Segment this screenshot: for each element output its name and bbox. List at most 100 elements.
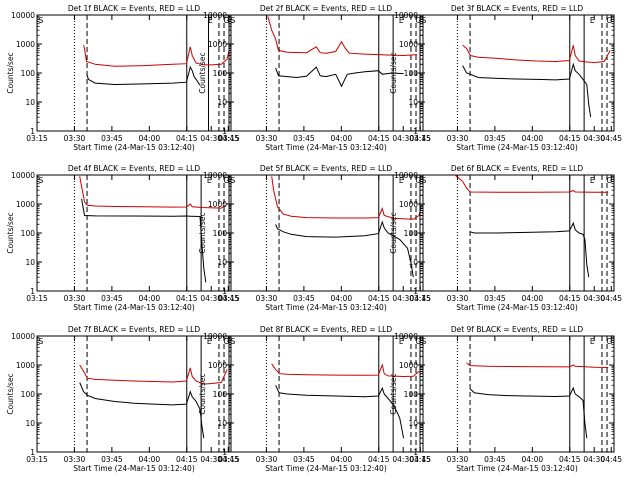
series-line-events xyxy=(275,66,404,88)
marker-letter: G xyxy=(606,16,612,25)
panel-title: Det 1f BLACK = Events, RED = LLD xyxy=(68,4,201,13)
x-axis-label: Start Time (24-Mar-15 03:12:40) xyxy=(73,464,195,473)
marker-letter: G xyxy=(415,337,421,346)
marker-letter: S xyxy=(421,16,426,25)
y-tick-label: 10 xyxy=(408,98,418,107)
x-tick-label: 04:45 xyxy=(217,134,239,143)
series-line-lld xyxy=(462,44,611,64)
x-tick-label: 03:15 xyxy=(26,455,48,464)
x-tick-label: 04:45 xyxy=(409,455,431,464)
x-tick-label: 03:45 xyxy=(293,134,315,143)
y-tick-label: 10 xyxy=(25,419,35,428)
series-line-lld xyxy=(466,362,609,368)
y-tick-label: 100 xyxy=(404,69,419,78)
x-tick-label: 04:30 xyxy=(392,455,414,464)
x-tick-label: 03:45 xyxy=(101,294,123,303)
series-line-events xyxy=(275,220,414,278)
x-tick-label: 03:15 xyxy=(218,294,240,303)
y-axis-label: Counts/sec xyxy=(6,212,15,253)
marker-letter: S xyxy=(230,16,235,25)
y-axis-label: Counts/sec xyxy=(389,52,398,93)
marker-letter: G xyxy=(415,16,421,25)
marker-letter: G xyxy=(606,337,612,346)
x-tick-label: 04:30 xyxy=(200,294,222,303)
marker-letter: S xyxy=(230,176,235,185)
series-line-lld xyxy=(271,363,420,378)
marker-letter: S xyxy=(421,337,426,346)
marker-letter: E xyxy=(208,16,213,25)
y-tick-label: 10 xyxy=(25,98,35,107)
x-tick-label: 03:30 xyxy=(256,455,278,464)
series-line-lld xyxy=(79,176,226,209)
marker-letter: G xyxy=(606,176,612,185)
marker-letter: E xyxy=(590,16,595,25)
y-tick-label: 1000 xyxy=(399,40,418,49)
y-axis-label: Counts/sec xyxy=(6,52,15,93)
x-tick-label: 04:00 xyxy=(522,134,544,143)
y-tick-label: 1 xyxy=(30,127,35,136)
y-axis-label: Counts/sec xyxy=(6,373,15,414)
y-tick-label: 100 xyxy=(21,229,36,238)
y-tick-label: 10000 xyxy=(11,171,35,180)
x-tick-label: 03:45 xyxy=(101,455,123,464)
x-tick-label: 04:00 xyxy=(139,134,161,143)
series-line-events xyxy=(469,386,588,439)
panel-title: Det 3f BLACK = Events, RED = LLD xyxy=(451,4,584,13)
panel-title: Det 5f BLACK = Events, RED = LLD xyxy=(260,164,393,173)
panel-title: Det 9f BLACK = Events, RED = LLD xyxy=(451,325,584,334)
x-tick-label: 04:30 xyxy=(583,294,605,303)
x-axis-label: Start Time (24-Mar-15 03:12:40) xyxy=(456,143,578,152)
y-axis-label: Counts/sec xyxy=(198,212,207,253)
y-tick-label: 1000 xyxy=(399,361,418,370)
x-tick-label: 04:00 xyxy=(331,134,353,143)
panel-title: Det 6f BLACK = Events, RED = LLD xyxy=(451,164,584,173)
x-tick-label: 03:45 xyxy=(484,134,506,143)
y-tick-label: 1 xyxy=(30,448,35,457)
y-tick-label: 10000 xyxy=(394,332,418,341)
y-tick-label: 1000 xyxy=(16,361,35,370)
series-line-events xyxy=(86,65,201,86)
y-tick-label: 10 xyxy=(25,258,35,267)
y-tick-label: 100 xyxy=(21,69,36,78)
y-tick-label: 1 xyxy=(222,127,227,136)
y-axis-label: Counts/sec xyxy=(389,373,398,414)
panel-8: Det 8f BLACK = Events, RED = LLD11010010… xyxy=(198,325,431,473)
marker-letter: G xyxy=(223,16,229,25)
x-tick-label: 04:45 xyxy=(409,134,431,143)
y-tick-label: 100 xyxy=(404,229,419,238)
y-tick-label: 10000 xyxy=(203,171,227,180)
x-tick-label: 03:30 xyxy=(64,294,86,303)
y-tick-label: 10 xyxy=(408,419,418,428)
x-tick-label: 03:15 xyxy=(26,134,48,143)
y-tick-label: 1000 xyxy=(16,40,35,49)
y-tick-label: 10 xyxy=(217,419,227,428)
x-axis-label: Start Time (24-Mar-15 03:12:40) xyxy=(73,143,195,152)
marker-letter: S xyxy=(38,337,43,346)
y-tick-label: 10000 xyxy=(11,332,35,341)
x-axis-label: Start Time (24-Mar-15 03:12:40) xyxy=(265,143,387,152)
y-tick-label: 10000 xyxy=(11,11,35,20)
panel-title: Det 2f BLACK = Events, RED = LLD xyxy=(260,4,393,13)
x-tick-label: 04:15 xyxy=(176,134,198,143)
panel-7: Det 7f BLACK = Events, RED = LLD11010010… xyxy=(6,325,239,473)
x-tick-label: 04:15 xyxy=(559,455,581,464)
x-tick-label: 04:15 xyxy=(368,455,390,464)
x-tick-label: 04:45 xyxy=(217,294,239,303)
x-axis-label: Start Time (24-Mar-15 03:12:40) xyxy=(456,464,578,473)
x-tick-label: 03:15 xyxy=(409,455,431,464)
x-tick-label: 03:30 xyxy=(447,294,469,303)
series-line-lld xyxy=(83,45,230,67)
y-tick-label: 100 xyxy=(404,390,419,399)
x-tick-label: 03:30 xyxy=(447,455,469,464)
x-axis-label: Start Time (24-Mar-15 03:12:40) xyxy=(265,303,387,312)
panel-4: Det 4f BLACK = Events, RED = LLD11010010… xyxy=(6,164,239,312)
series-line-events xyxy=(79,382,205,439)
y-axis-label: Counts/sec xyxy=(198,373,207,414)
x-tick-label: 04:30 xyxy=(200,455,222,464)
plot-frame xyxy=(419,335,615,453)
y-tick-label: 10000 xyxy=(394,171,418,180)
marker-letter: G xyxy=(223,337,229,346)
x-tick-label: 04:00 xyxy=(331,455,353,464)
series-line-lld xyxy=(79,364,228,385)
series-line-lld xyxy=(271,176,422,220)
